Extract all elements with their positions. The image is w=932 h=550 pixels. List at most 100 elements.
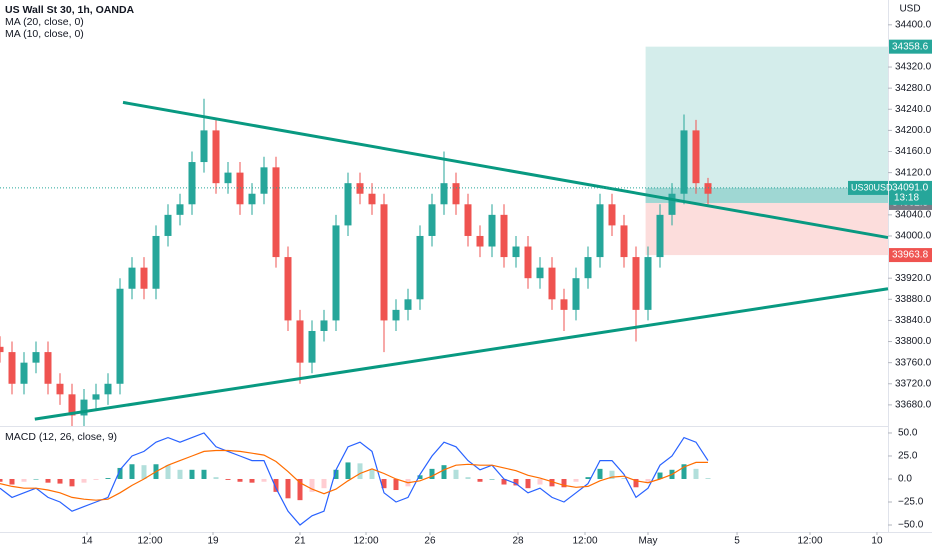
macd-histogram-bar (573, 478, 579, 482)
y-tick-label: 33680.0 (895, 400, 932, 411)
candle-body (116, 288, 124, 384)
symbol-title: US Wall St 30, 1h, OANDA (5, 4, 135, 16)
y-tick-label: 34040.0 (895, 209, 932, 220)
macd-histogram-bar (141, 465, 147, 479)
x-tick-label: 21 (294, 536, 306, 547)
candle-body (380, 204, 388, 321)
macd-pane (0, 432, 711, 526)
indicator-label: MA (20, close, 0) (5, 16, 84, 28)
symbol-tag-bg (848, 180, 888, 195)
candle-body (320, 320, 328, 331)
candle-body (692, 130, 700, 184)
macd-histogram-bar (309, 478, 315, 492)
macd-histogram-bar (597, 468, 603, 479)
macd-histogram-bar (45, 478, 51, 483)
trendline (122, 100, 889, 240)
macd-histogram-bar (321, 478, 327, 489)
candle-body (248, 193, 256, 205)
candle-body (260, 167, 268, 194)
candle-body (368, 193, 376, 205)
candle-body (356, 183, 364, 194)
macd-histogram-bar (33, 478, 39, 480)
macd-histogram-bar (693, 468, 699, 479)
y-tick-label: 33880.0 (895, 294, 932, 305)
macd-histogram-bar (165, 465, 171, 479)
candle-body (404, 299, 412, 310)
macd-histogram-bar (489, 478, 495, 480)
candle-body (20, 362, 28, 384)
candle-body (416, 235, 424, 300)
candle-body (620, 225, 628, 258)
macd-histogram-bar (93, 478, 99, 480)
macd-histogram-bar (633, 478, 639, 488)
macd-histogram-bar (561, 478, 567, 488)
macd-histogram-bar (501, 478, 507, 485)
candle-body (236, 172, 244, 205)
macd-histogram-bar (621, 478, 627, 479)
currency-label: USD (899, 4, 920, 15)
y-tick-label: −25.0 (898, 497, 924, 508)
candle-body (128, 267, 136, 289)
x-tick-label: May (639, 536, 658, 547)
candle-body (164, 214, 172, 236)
macd-histogram-bar (453, 469, 459, 479)
y-tick-label: 34000.0 (895, 231, 932, 242)
macd-histogram-bar (645, 478, 651, 482)
candle-body (452, 183, 460, 205)
macd-histogram-bar (57, 478, 63, 484)
y-tick-label: 50.0 (898, 428, 918, 439)
x-tick-label: 28 (512, 536, 524, 547)
candle-body (428, 204, 436, 236)
macd-title: MACD (12, 26, close, 9) (5, 431, 117, 443)
candle-body (8, 352, 16, 384)
macd-line (0, 432, 709, 526)
candle-body (296, 320, 304, 363)
macd-histogram-bar (261, 478, 267, 482)
main-pane (0, 46, 889, 426)
candle-body (524, 246, 532, 279)
candle-body (392, 309, 400, 321)
candle-body (560, 299, 568, 310)
last-price-label: 34091.0 (892, 183, 929, 194)
x-tick-label: 12:00 (797, 536, 822, 547)
x-tick-label: 12:00 (572, 536, 597, 547)
candle-body (224, 172, 232, 184)
candle-body (200, 130, 208, 163)
x-tick-label: 14 (81, 536, 93, 547)
x-tick-label: 12:00 (353, 536, 378, 547)
stop-price-label: 33963.8 (892, 250, 929, 261)
candle-body (500, 214, 508, 258)
y-tick-label: 33840.0 (895, 315, 932, 326)
macd-histogram-bar (549, 478, 555, 487)
macd-histogram-bar (333, 469, 339, 479)
macd-histogram-bar (189, 469, 195, 479)
candle-body (176, 204, 184, 215)
candle-body (488, 214, 496, 247)
macd-histogram-bar (129, 464, 135, 479)
macd-histogram-bar (657, 472, 663, 479)
y-tick-label: 33800.0 (895, 336, 932, 347)
macd-histogram-bar (681, 464, 687, 479)
last-price-bg (889, 180, 932, 205)
candle-body (512, 246, 520, 258)
y-tick-label: 34240.0 (895, 104, 932, 115)
candle-body (344, 183, 352, 226)
candle-body (656, 214, 664, 258)
stop-price-label-bg (889, 248, 932, 263)
macd-histogram-bar (105, 478, 111, 479)
candle-body (56, 383, 64, 395)
signal-line (0, 449, 708, 501)
candle-body (536, 267, 544, 279)
countdown-label: 13:18 (894, 193, 919, 204)
y-tick-label: 25.0 (898, 451, 918, 462)
macd-histogram-bar (81, 478, 87, 483)
candle-body (332, 225, 340, 321)
y-tick-label: 33920.0 (895, 273, 932, 284)
macd-histogram-bar (297, 478, 303, 501)
candle-body (140, 267, 148, 289)
macd-histogram-bar (345, 462, 351, 479)
candle-body (44, 352, 52, 384)
macd-histogram-bar (525, 478, 531, 489)
candle-body (704, 183, 712, 194)
macd-histogram-bar (537, 478, 543, 485)
